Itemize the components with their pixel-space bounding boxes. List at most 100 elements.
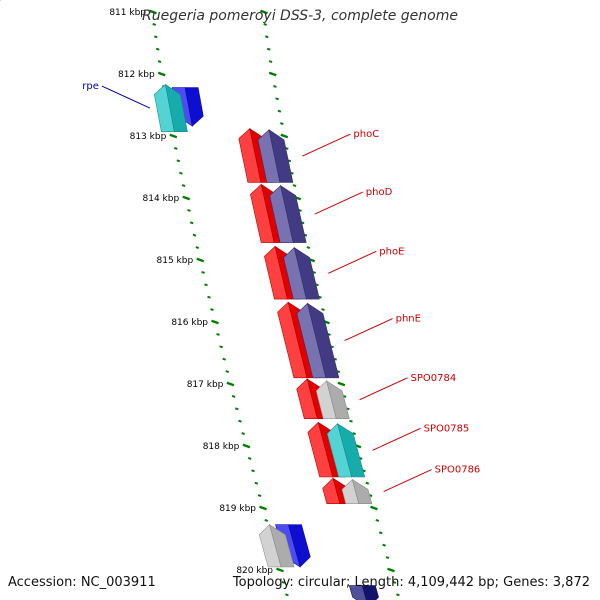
outer-minor-tick (204, 283, 208, 287)
outer-minor-tick (251, 469, 255, 473)
position-label: 816 kbp (171, 318, 208, 328)
inner-minor-tick (268, 60, 273, 64)
outer-major-tick (196, 257, 205, 263)
outer-minor-tick (173, 146, 178, 150)
gene-face-dark (326, 380, 350, 420)
gene-phoE[interactable] (283, 246, 320, 300)
inner-minor-tick (382, 543, 386, 547)
gene-face-dark (293, 246, 320, 300)
gene-bottom-edge[interactable] (348, 585, 379, 600)
gene-rpe[interactable] (153, 83, 188, 132)
gene-face-dark (280, 184, 307, 243)
gene-label-phnE[interactable]: phnE (396, 314, 421, 325)
position-label: 813 kbp (130, 132, 167, 142)
position-label: 820 kbp (236, 566, 273, 576)
outer-major-tick (276, 567, 284, 573)
gene-face-dark (351, 478, 373, 505)
position-label: 812 kbp (118, 70, 155, 80)
position-label: 818 kbp (203, 442, 240, 452)
outer-major-tick (259, 505, 267, 511)
outer-minor-tick (153, 35, 158, 39)
inner-minor-tick (349, 419, 353, 423)
outer-minor-tick (176, 159, 181, 163)
position-label: 817 kbp (187, 380, 224, 390)
outer-major-tick (149, 9, 157, 15)
inner-minor-tick (277, 109, 282, 113)
gene-bottom-gray[interactable] (258, 524, 295, 568)
inner-major-tick (280, 133, 289, 139)
gene-label-SPO0784[interactable]: SPO0784 (411, 373, 457, 384)
gene-label-phoC[interactable]: phoC (353, 129, 379, 140)
outer-major-tick (242, 443, 251, 449)
outer-minor-tick (152, 22, 157, 26)
position-label: 815 kbp (157, 256, 194, 266)
outer-minor-tick (264, 518, 269, 522)
gene-face-dark (288, 524, 311, 568)
outer-minor-tick (254, 481, 259, 485)
gene-label-SPO0785[interactable]: SPO0785 (424, 423, 470, 434)
gene-face-dark (165, 83, 188, 132)
gene-phnE[interactable] (296, 302, 340, 379)
gene-label-phoE[interactable]: phoE (379, 246, 404, 257)
label-leader (328, 250, 377, 274)
position-labels: 811 kbp 812 kbp 813 kbp 814 kbp 815 kbp 816 k… (109, 8, 273, 576)
gene-label-rpe[interactable]: rpe (82, 81, 99, 92)
inner-minor-tick (365, 481, 370, 485)
outer-minor-tick (207, 295, 211, 299)
inner-minor-tick (385, 556, 390, 560)
gene-face-dark (268, 129, 294, 183)
label-leader (302, 133, 351, 157)
inner-major-tick (337, 381, 346, 387)
outer-minor-tick (225, 370, 230, 374)
gene-phoC[interactable] (257, 129, 294, 183)
gene-SPO0785[interactable] (326, 423, 366, 478)
inner-minor-tick (264, 35, 269, 39)
genome-summary-text: Topology: circular; Length: 4,109,442 bp… (232, 575, 590, 590)
inner-minor-tick (292, 184, 297, 188)
outer-minor-tick (181, 184, 186, 188)
gene-face-dark (184, 87, 204, 127)
label-leader (101, 85, 151, 109)
inner-minor-tick (273, 84, 277, 88)
label-leader (359, 377, 408, 401)
inner-minor-tick (275, 97, 279, 101)
gene-SPO0784[interactable] (315, 380, 350, 420)
outer-minor-tick (201, 270, 205, 274)
inner-minor-tick (266, 47, 271, 51)
gene-labels: rpe phoC phoD phoE phnE SPO0784 SPO0785 SPO0786 (82, 81, 481, 493)
outer-minor-tick (179, 171, 183, 175)
outer-minor-tick (257, 494, 262, 498)
inner-tick-track (0, 0, 400, 597)
inner-major-tick (260, 9, 268, 15)
outer-major-tick (157, 71, 166, 77)
outer-minor-tick (247, 456, 252, 460)
label-leader (383, 469, 432, 493)
outer-minor-tick (222, 357, 227, 361)
label-leader (372, 427, 421, 451)
outer-minor-tick (157, 60, 162, 64)
outer-minor-tick (187, 208, 191, 212)
outer-minor-tick (238, 419, 242, 423)
inner-minor-tick (321, 308, 325, 312)
position-label: 811 kbp (109, 8, 146, 18)
gene-label-SPO0786[interactable]: SPO0786 (435, 465, 481, 476)
outer-major-tick (182, 195, 191, 201)
outer-minor-tick (195, 246, 200, 250)
outer-minor-tick (281, 580, 286, 584)
outer-minor-tick (155, 47, 160, 51)
outer-major-tick (169, 133, 178, 139)
outer-minor-tick (216, 332, 220, 336)
gene-face-dark (307, 302, 340, 379)
gene-track (153, 83, 379, 600)
gene-phoD[interactable] (269, 184, 307, 243)
outer-tick-track (0, 0, 289, 597)
gene-SPO0786[interactable] (341, 478, 373, 505)
inner-major-tick (268, 71, 277, 77)
position-label: 819 kbp (219, 504, 256, 514)
outer-minor-tick (231, 394, 236, 398)
gene-label-phoD[interactable]: phoD (366, 187, 393, 198)
inner-minor-tick (378, 531, 383, 535)
outer-minor-tick (241, 432, 246, 436)
